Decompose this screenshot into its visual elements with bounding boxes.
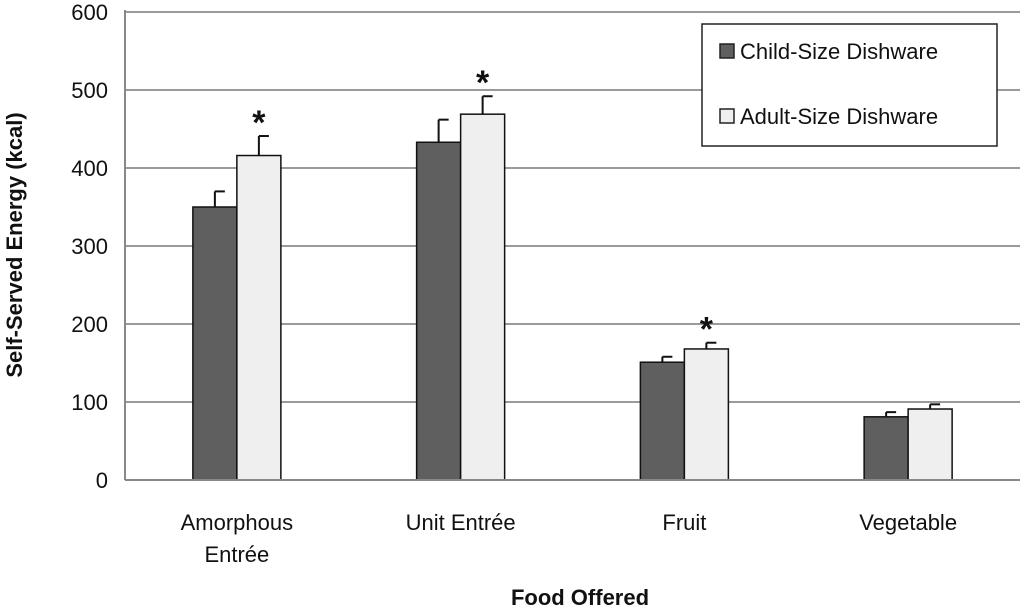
bar-child — [192, 206, 238, 481]
legend-label-child: Child-Size Dishware — [740, 39, 938, 64]
y-tick-label: 200 — [71, 312, 108, 337]
y-tick-label: 500 — [71, 78, 108, 103]
significance-star: * — [252, 104, 266, 142]
x-tick-label: Fruit — [662, 510, 706, 535]
bars — [192, 113, 953, 481]
bar-child — [639, 361, 686, 481]
x-axis-title: Food Offered — [511, 585, 649, 610]
y-tick-label: 300 — [71, 234, 108, 259]
bar-adult — [683, 348, 730, 481]
legend-box — [701, 23, 998, 147]
y-tick-label: 400 — [71, 156, 108, 181]
y-tick-label: 0 — [96, 468, 108, 493]
bar-child — [863, 416, 909, 481]
y-axis-title: Self-Served Energy (kcal) — [2, 112, 27, 377]
legend: Child-Size Dishware Adult-Size Dishware — [701, 23, 998, 147]
x-tick-label: Vegetable — [859, 510, 957, 535]
x-axis-ticks: Amorphous Entrée Unit Entrée Fruit Vegetable — [181, 510, 957, 567]
y-tick-label: 100 — [71, 390, 108, 415]
y-tick-label: 600 — [71, 0, 108, 25]
bar-adult — [907, 408, 953, 481]
x-tick-label: Unit Entrée — [406, 510, 516, 535]
y-axis-ticks: 0 100 200 300 400 500 600 — [71, 0, 108, 493]
x-tick-label: Amorphous — [181, 510, 294, 535]
significance-star: * — [476, 64, 490, 102]
legend-swatch-adult — [719, 108, 735, 124]
legend-label-adult: Adult-Size Dishware — [740, 104, 938, 129]
bar-adult — [236, 154, 282, 481]
significance-markers: * * * — [252, 64, 714, 348]
error-bars — [213, 95, 941, 417]
bar-adult — [459, 113, 506, 481]
x-tick-label: Entrée — [204, 542, 269, 567]
legend-swatch-child — [719, 43, 735, 59]
bar-child — [415, 141, 462, 481]
significance-star: * — [700, 311, 714, 349]
